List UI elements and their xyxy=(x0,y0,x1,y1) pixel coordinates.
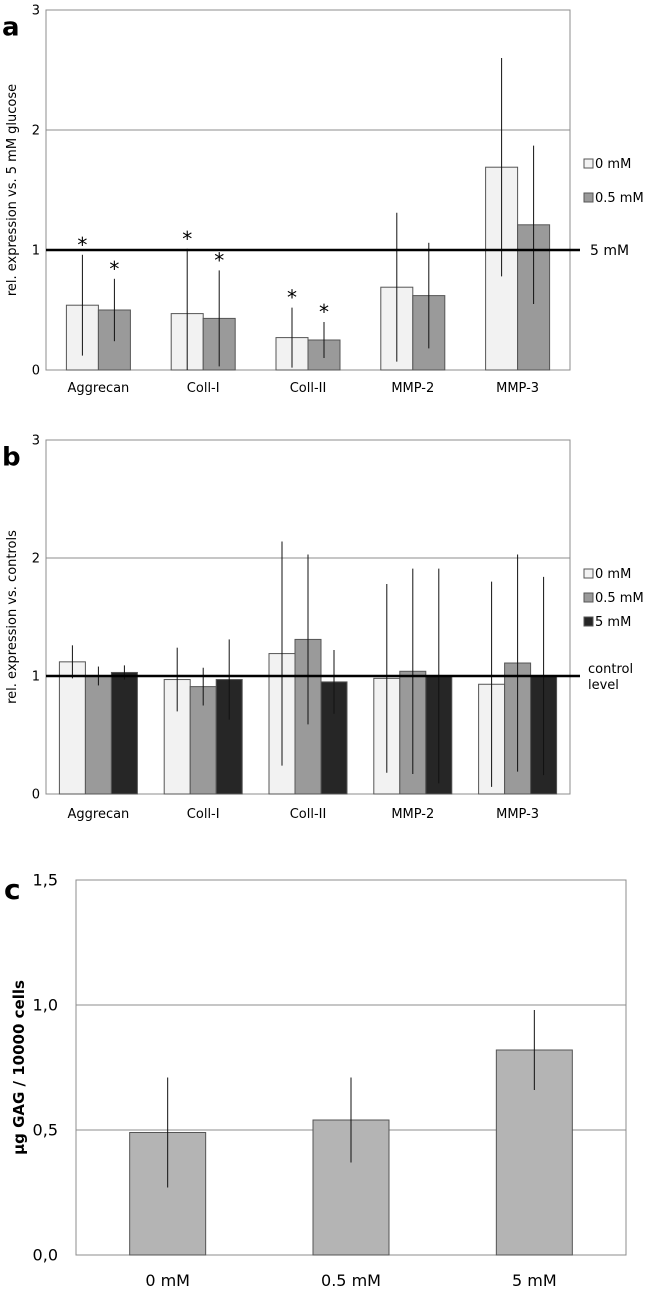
panel-c-y-tick-label: 1,0 xyxy=(33,996,58,1015)
panel-b-y-axis-label: rel. expression vs. controls xyxy=(5,530,20,704)
panel-b-category-label: Coll-I xyxy=(187,807,220,822)
panel-a-legend-label: 0 mM xyxy=(595,157,631,172)
panel-a-y-tick-label: 3 xyxy=(32,4,40,19)
panel-a-reference-line-label: 5 mM xyxy=(590,243,629,259)
panel-c-label: c xyxy=(4,873,21,906)
panel-a-category-label: Coll-I xyxy=(187,381,220,396)
panel-a-category-label: MMP-2 xyxy=(391,381,434,396)
panel-b-legend-label: 0 mM xyxy=(595,567,631,582)
panel-a-significance-marker: * xyxy=(182,227,192,251)
panel-b-category-label: MMP-2 xyxy=(391,807,434,822)
panel-a-significance-marker: * xyxy=(109,257,119,281)
panel-a-category-label: MMP-3 xyxy=(496,381,539,396)
panel-b-bar xyxy=(58,661,86,795)
panel-b-legend-swatch xyxy=(583,616,594,627)
panel-a-y-axis-label: rel. expression vs. 5 mM glucose xyxy=(5,84,20,296)
panel-b-legend-label: 5 mM xyxy=(595,615,631,630)
panel-a-y-tick-label: 0 xyxy=(32,364,40,379)
panel-b-y-tick-label: 3 xyxy=(32,434,40,449)
panel-b-bar xyxy=(189,686,217,795)
panel-a-significance-marker: * xyxy=(77,233,87,257)
panel-c-y-tick-label: 1,5 xyxy=(33,871,58,890)
panel-c-y-tick-label: 0,5 xyxy=(33,1121,58,1140)
panel-b-legend-swatch xyxy=(583,592,594,603)
panel-b-legend-label: 0.5 mM xyxy=(595,591,644,606)
panel-b-category-label: Aggrecan xyxy=(67,807,129,822)
panel-c-category-label: 5 mM xyxy=(512,1271,557,1290)
panel-a-legend-label: 0.5 mM xyxy=(595,191,644,206)
panel-b-bar xyxy=(110,671,138,795)
panel-b-category-label: MMP-3 xyxy=(496,807,539,822)
panel-b-legend-swatch xyxy=(583,568,594,579)
panel-c-category-label: 0.5 mM xyxy=(321,1271,381,1290)
panel-c-y-axis-label: µg GAG / 10000 cells xyxy=(10,980,28,1155)
panel-b-y-tick-label: 2 xyxy=(32,552,40,567)
panel-b-label: b xyxy=(2,443,21,473)
panel-a-legend-swatch xyxy=(583,158,594,169)
panel-a-y-tick-label: 2 xyxy=(32,124,40,139)
panel-b-category-label: Coll-II xyxy=(290,807,327,822)
panel-a-category-label: Aggrecan xyxy=(67,381,129,396)
panel-a-label: a xyxy=(2,13,20,43)
panel-b-y-tick-label: 1 xyxy=(32,670,40,685)
panel-a-legend-swatch xyxy=(583,192,594,203)
panel-a-y-tick-label: 1 xyxy=(32,244,40,259)
panel-b-reference-line-label: level xyxy=(588,678,619,693)
panel-c-category-label: 0 mM xyxy=(145,1271,190,1290)
panel-a-significance-marker: * xyxy=(287,286,297,310)
panel-b-bar xyxy=(84,675,112,795)
panel-a-category-label: Coll-II xyxy=(290,381,327,396)
panel-a-significance-marker: * xyxy=(214,248,224,272)
panel-b-reference-line-label: control xyxy=(588,662,633,677)
panel-b-y-tick-label: 0 xyxy=(32,788,40,803)
panel-a-significance-marker: * xyxy=(319,300,329,324)
panel-c-y-tick-label: 0,0 xyxy=(33,1246,58,1265)
